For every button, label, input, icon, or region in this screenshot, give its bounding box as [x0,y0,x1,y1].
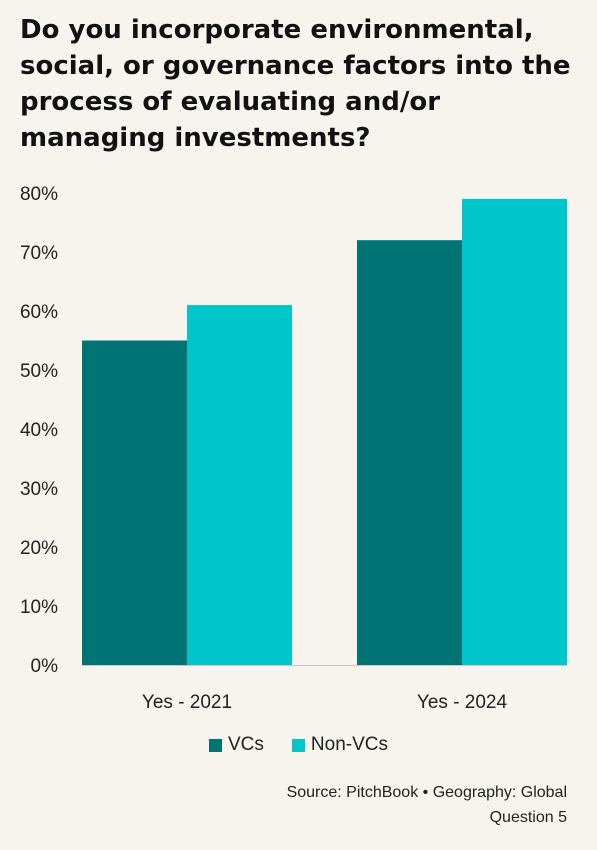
y-tick-label: 80% [20,184,58,205]
y-axis: 0% 10% 20% 30% 40% 50% 60% 70% 80% [20,184,567,677]
source-line: Source: PitchBook • Geography: Global [286,784,567,801]
legend-label-non-vcs: Non-VCs [310,734,388,755]
source-note: Source: PitchBook • Geography: Global Qu… [287,780,567,830]
legend-item-vcs: VCs [209,734,264,756]
bar-vcs-yes-2021 [82,340,187,665]
bars [82,198,567,665]
x-category-label: Yes - 2024 [417,692,508,713]
bar-non-vcs-yes-2024 [462,198,567,665]
y-tick-label: 50% [20,361,58,382]
legend-item-non-vcs: Non-VCs [291,734,388,756]
legend-swatch-vcs [209,738,222,752]
y-tick-label: 70% [20,243,58,264]
x-category-label: Yes - 2021 [142,692,232,713]
bar-vcs-yes-2024 [357,240,462,665]
bar-non-vcs-yes-2021 [187,305,292,665]
legend: VCs Non-VCs [0,734,597,756]
y-tick-label: 40% [20,420,58,441]
y-tick-label: 30% [20,479,58,500]
y-tick-label: 20% [20,538,58,559]
chart-title: Do you incorporate environmental, social… [20,15,571,153]
y-tick-label: 60% [20,302,58,323]
legend-swatch-non-vcs [291,738,305,752]
question-line: Question 5 [489,809,567,826]
y-tick-label: 0% [31,656,59,677]
bar-chart: 0%10%20%30%40%50%60%70%80% Yes - 2021 Yes… [20,184,567,713]
x-axis: Yes - 2021 Yes - 2024 [142,692,508,713]
y-tick-label: 10% [20,597,58,618]
legend-label-vcs: VCs [228,734,264,755]
